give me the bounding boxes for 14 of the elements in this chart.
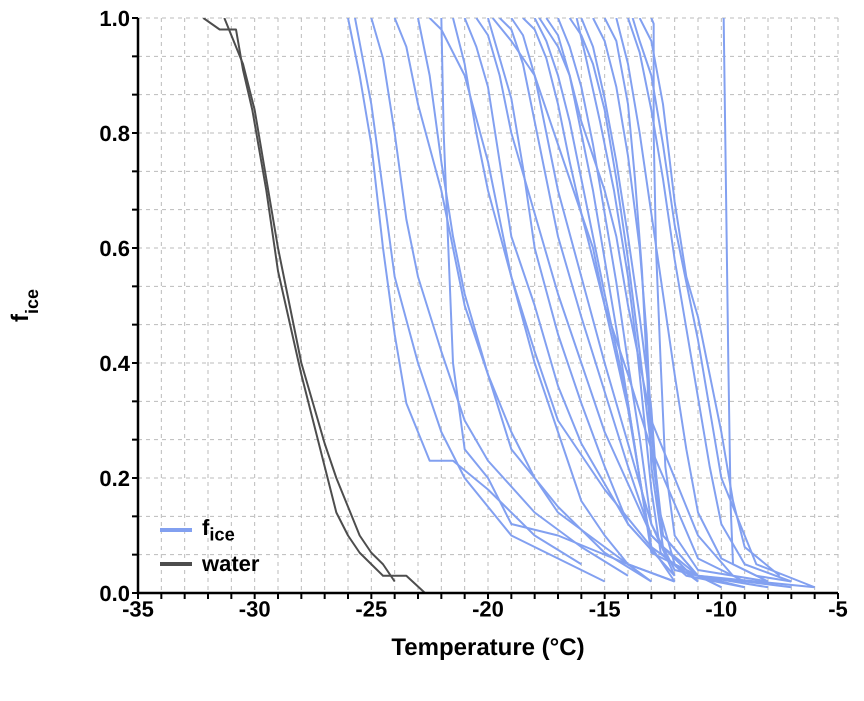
y-tick-label: 0.2: [99, 466, 130, 491]
x-tick-label: -25: [355, 596, 388, 622]
y-tick-label: 0.4: [99, 350, 131, 376]
legend-label: water: [202, 551, 260, 576]
x-tick-label: -30: [238, 596, 271, 622]
x-tick-label: -20: [472, 596, 504, 622]
y-tick-label: 1.0: [99, 6, 130, 31]
x-axis-title: Temperature (°C): [391, 634, 585, 661]
x-tick-label: -5: [828, 596, 848, 622]
y-tick-label: 0.8: [99, 120, 130, 146]
legend-label: f$_{ice}$: [202, 514, 235, 544]
x-tick-label: -15: [588, 596, 621, 622]
x-tick-label: -10: [705, 596, 738, 622]
y-tick-label: 0.6: [99, 236, 130, 261]
